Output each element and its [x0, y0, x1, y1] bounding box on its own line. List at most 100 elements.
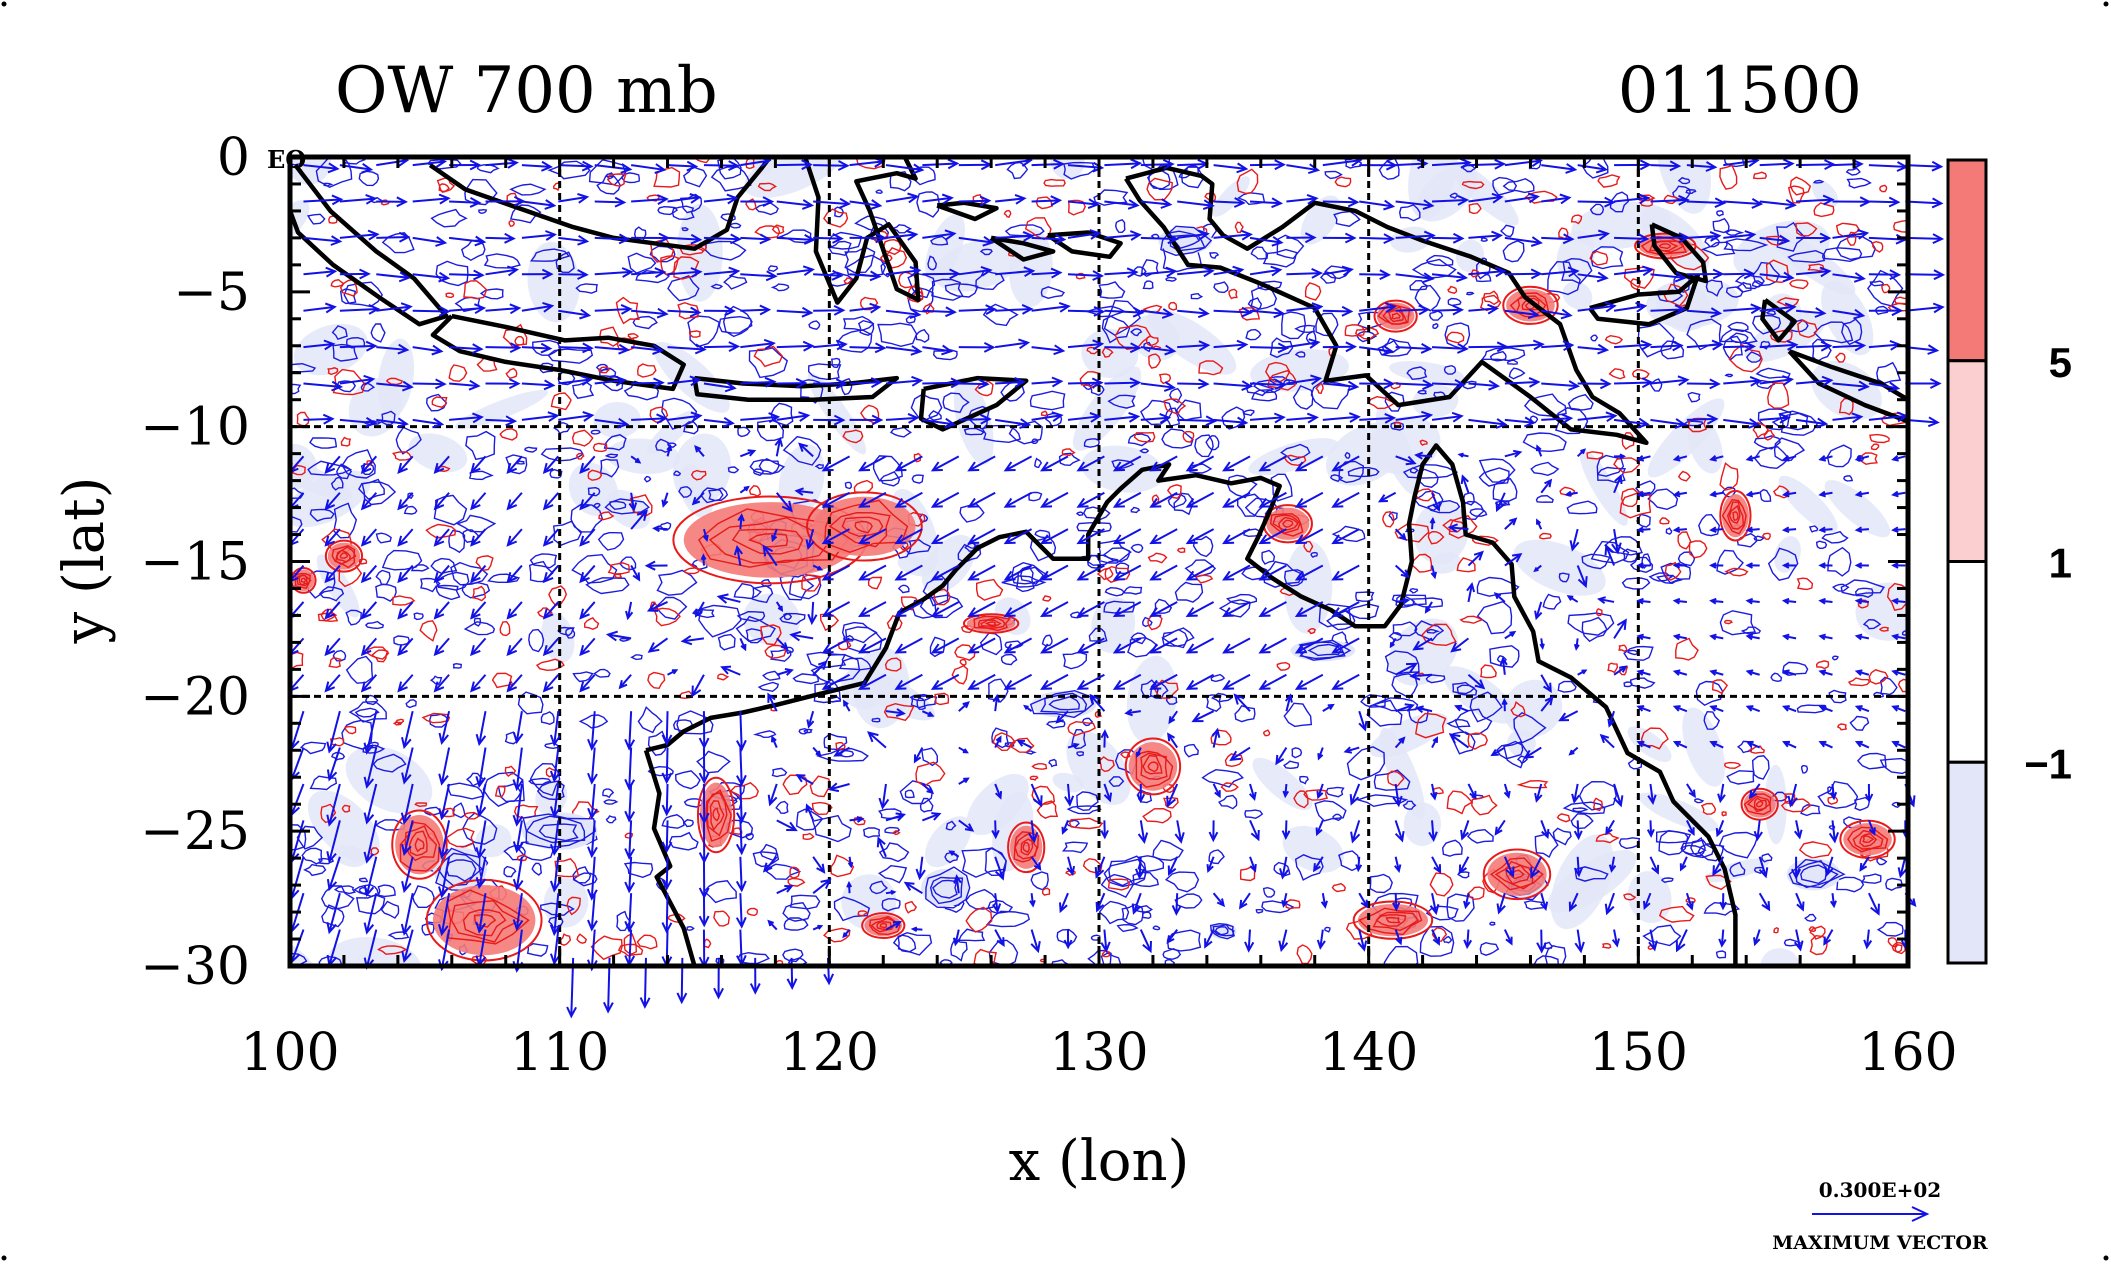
- x-tick-label: 150: [1589, 1023, 1688, 1083]
- vector-shaft: [631, 383, 662, 384]
- wind-vector: [1905, 162, 1941, 171]
- vector-shaft: [413, 311, 449, 312]
- corner-mark: [2104, 1256, 2109, 1261]
- vector-shaft: [1905, 274, 1943, 275]
- vector-shaft: [667, 748, 668, 782]
- vector-shaft: [1869, 201, 1898, 202]
- vector-shaft: [1832, 164, 1861, 165]
- equator-label: EQ: [267, 145, 306, 174]
- vector-shaft: [667, 893, 668, 931]
- x-tick-label: 160: [1858, 1023, 1957, 1083]
- wind-vector: [1905, 234, 1942, 243]
- vector-shaft: [1432, 384, 1464, 385]
- vector-shaft: [1323, 311, 1351, 312]
- vector-shaft: [1396, 310, 1428, 311]
- vector-shaft: [777, 346, 813, 347]
- vector-shaft: [1578, 201, 1614, 202]
- vector-shaft: [959, 384, 988, 385]
- vector-shaft: [740, 310, 769, 311]
- vector-shaft: [1359, 238, 1393, 239]
- vector-shaft: [1177, 420, 1215, 421]
- vector-scale-key: 0.300E+02 MAXIMUM VECTOR: [1772, 1178, 1988, 1254]
- vector-shaft: [340, 346, 375, 347]
- x-tick-label: 100: [240, 1023, 339, 1083]
- vector-shaft: [486, 420, 515, 421]
- vector-shaft: [595, 201, 624, 202]
- vector-shaft: [1177, 384, 1207, 385]
- vector-shaft: [1687, 419, 1716, 420]
- vector-shaft: [1432, 238, 1462, 239]
- vector-shaft: [1068, 383, 1101, 384]
- wind-vector: [1905, 304, 1942, 313]
- vector-shaft: [1104, 383, 1139, 384]
- vector-shaft: [1614, 382, 1651, 383]
- colorbar-segment: [1948, 562, 1986, 763]
- x-tick-label: 110: [510, 1023, 609, 1083]
- vector-shaft: [1541, 238, 1572, 239]
- colorbar-segment: [1948, 361, 1986, 562]
- wind-vector: [1905, 270, 1943, 279]
- vector-scale-caption: MAXIMUM VECTOR: [1772, 1232, 1988, 1254]
- corner-mark: [2, 2, 7, 7]
- vector-shaft: [1068, 311, 1103, 312]
- vector-shaft: [486, 347, 520, 348]
- vector-shaft: [413, 384, 445, 385]
- vector-shaft: [1250, 347, 1287, 348]
- colorbar-label: 1: [2049, 540, 2072, 587]
- y-tick-label: −15: [140, 533, 250, 593]
- vector-shaft: [1286, 273, 1320, 274]
- vector-shaft: [850, 347, 885, 348]
- vector-shaft: [740, 893, 741, 926]
- y-tick-label: −30: [140, 937, 250, 997]
- colorbar: 51−1: [1948, 160, 2072, 963]
- vector-shaft: [813, 238, 841, 239]
- vector-shaft: [1214, 201, 1244, 202]
- y-axis-label: y (lat): [52, 477, 117, 645]
- vector-shaft: [1177, 164, 1207, 165]
- plot-title-right: 011500: [1618, 54, 1862, 128]
- vector-shaft: [922, 383, 960, 384]
- vector-shaft: [667, 820, 668, 851]
- y-tick-label: 0: [217, 128, 250, 188]
- colorbar-segment: [1948, 762, 1986, 963]
- vector-shaft: [959, 309, 995, 310]
- vector-shaft: [740, 711, 741, 749]
- vector-shaft: [1650, 165, 1679, 166]
- vector-shaft: [922, 311, 954, 312]
- corner-mark: [2104, 2, 2109, 7]
- y-tick-label: −10: [140, 398, 250, 458]
- vector-shaft: [959, 201, 989, 202]
- vector-shaft: [486, 238, 514, 239]
- vector-shaft: [813, 274, 841, 275]
- vector-shaft: [704, 346, 738, 347]
- vector-scale-value: 0.300E+02: [1819, 1178, 1941, 1202]
- vector-shaft: [1432, 310, 1462, 311]
- vector-shaft: [959, 419, 990, 420]
- vector-shaft: [740, 748, 741, 785]
- colorbar-segment: [1948, 160, 1986, 361]
- vector-shaft: [1614, 238, 1647, 239]
- vector-shaft: [558, 165, 591, 166]
- vector-shaft: [740, 930, 741, 965]
- y-tick-label: −20: [140, 667, 250, 727]
- wind-vector: [1905, 198, 1941, 207]
- vector-shaft: [740, 784, 741, 822]
- plot-title-left: OW 700 mb: [335, 54, 718, 128]
- vector-shaft: [522, 347, 550, 348]
- vector-shaft: [558, 347, 591, 348]
- vector-shaft: [449, 274, 482, 275]
- vector-shaft: [303, 419, 332, 420]
- vector-shaft: [1250, 384, 1284, 385]
- vector-shaft: [740, 857, 741, 890]
- vector-shaft: [792, 958, 793, 988]
- vector-shaft: [1104, 347, 1139, 348]
- colorbar-label: −1: [2024, 740, 2072, 787]
- vector-shaft: [850, 382, 881, 383]
- vector-shaft: [1723, 346, 1754, 347]
- vector-shaft: [777, 165, 811, 166]
- vector-shaft: [1468, 164, 1503, 165]
- vector-shaft: [376, 237, 408, 238]
- vector-shaft: [1650, 309, 1684, 310]
- vector-shaft: [740, 820, 741, 853]
